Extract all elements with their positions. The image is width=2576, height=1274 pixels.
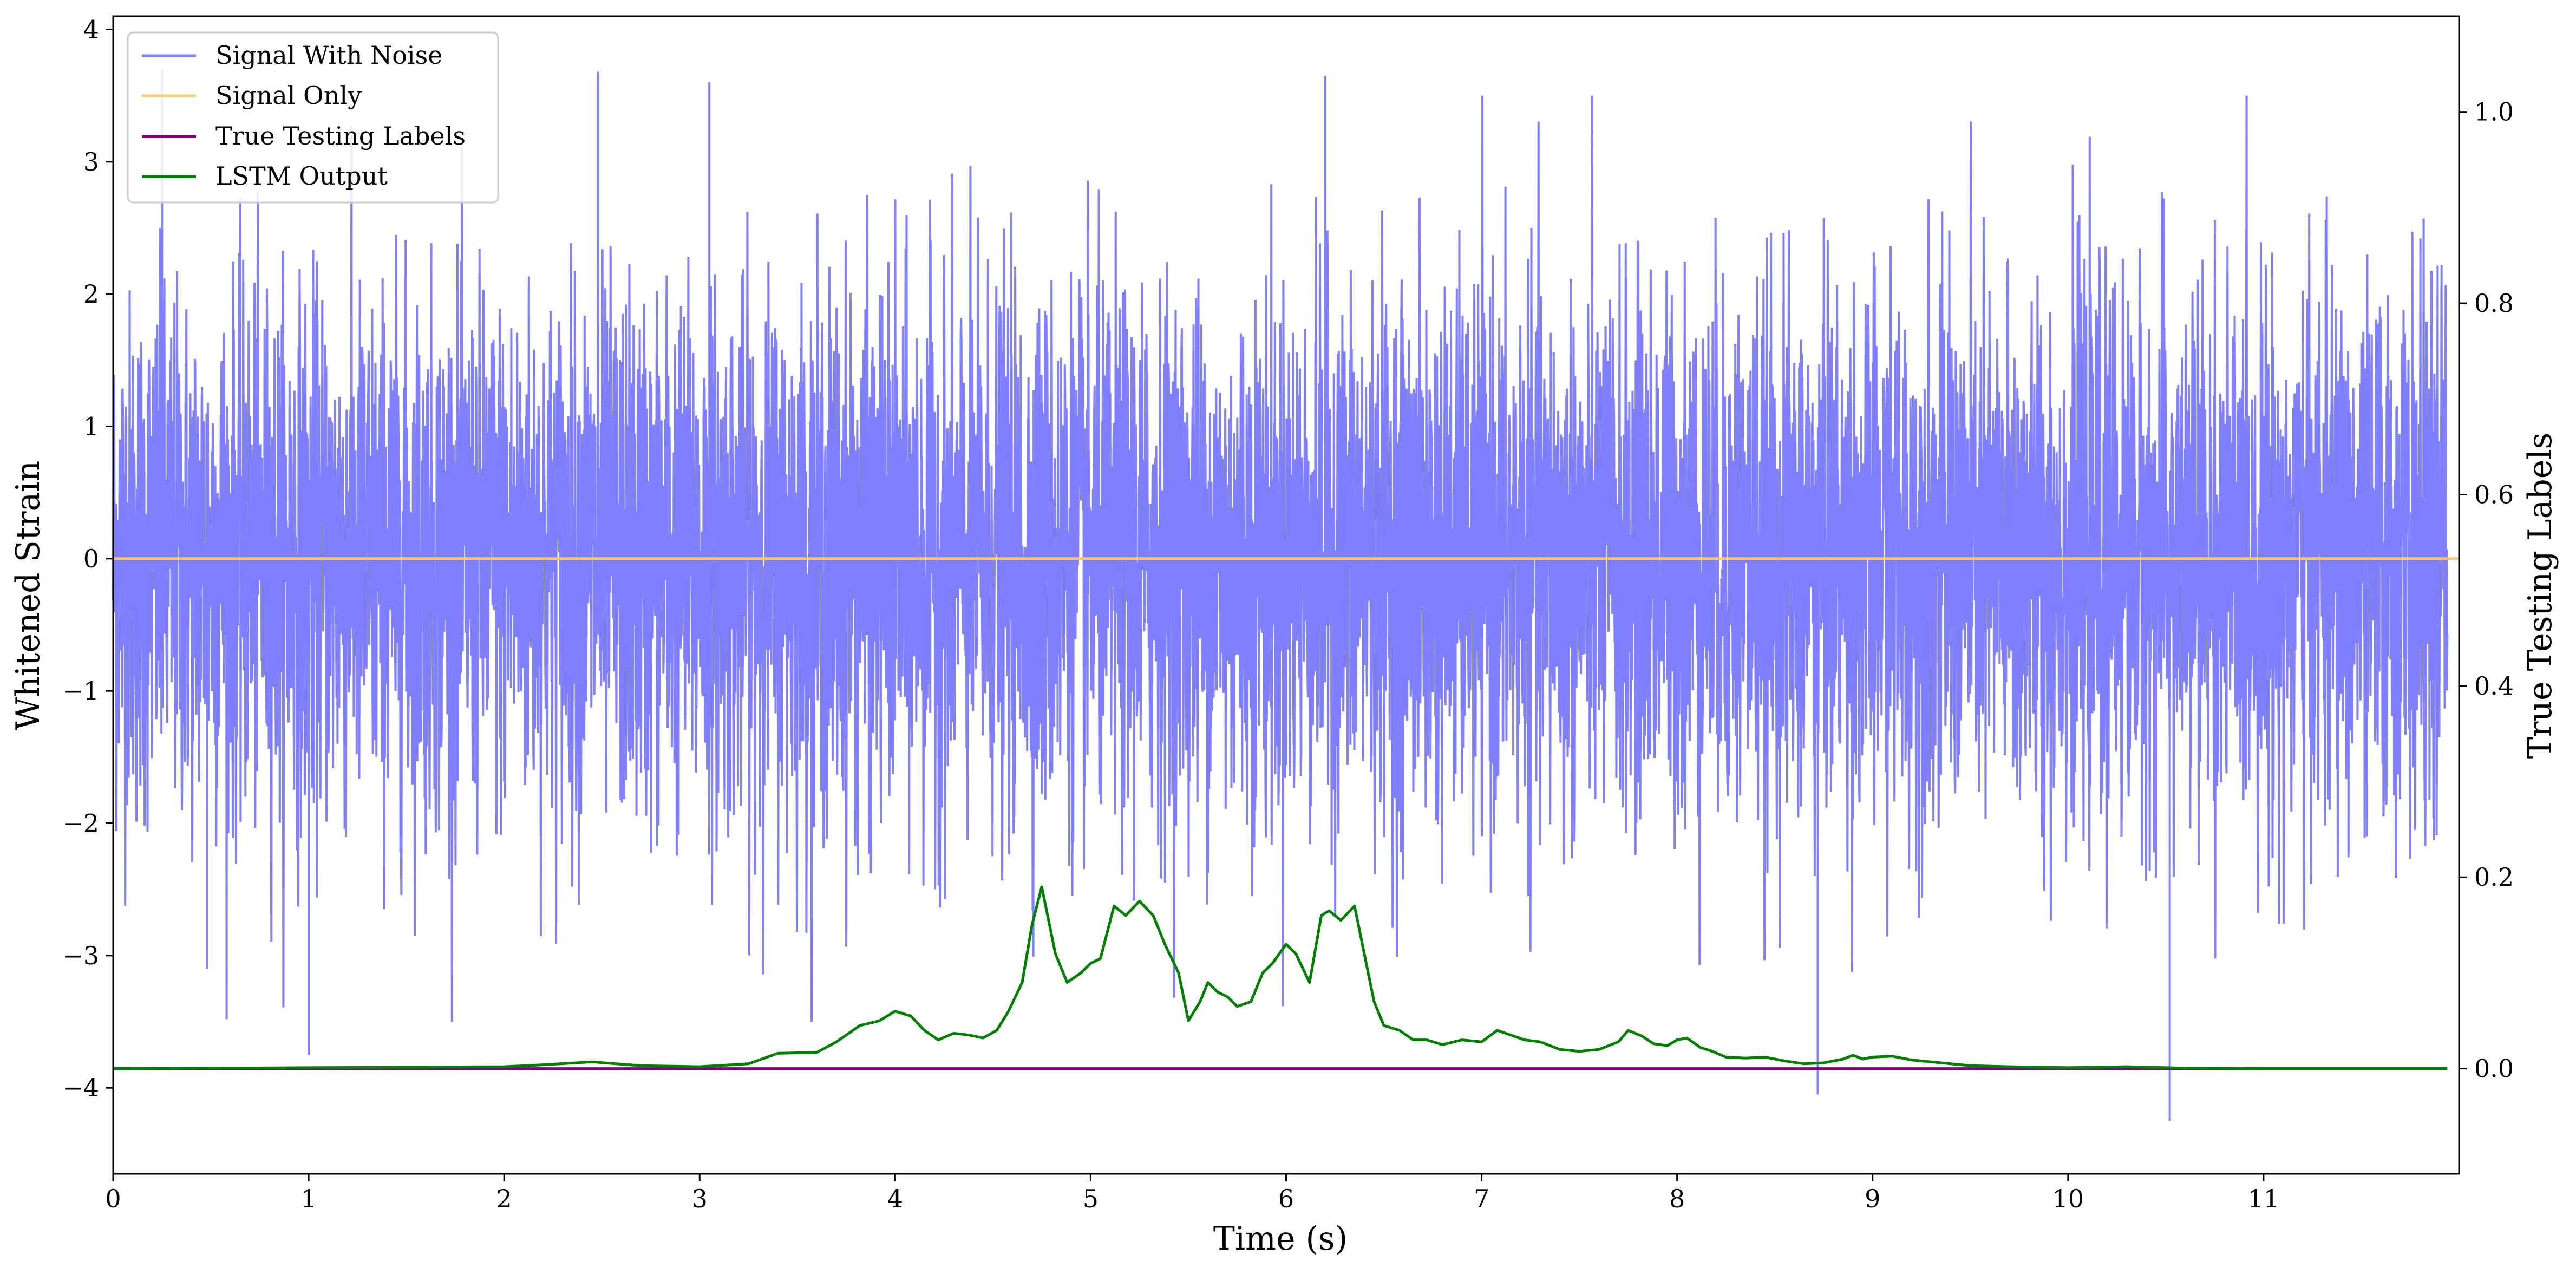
- legend-label-true-testing-labels: True Testing Labels: [215, 121, 466, 151]
- legend: Signal With Noise Signal Only True Testi…: [127, 31, 499, 204]
- x-tick-label: 5: [1083, 1184, 1099, 1213]
- x-tick-label: 1: [300, 1184, 316, 1213]
- x-tick-label: 3: [692, 1184, 708, 1213]
- y2-tick-label: 1.0: [2474, 97, 2514, 127]
- y2-tick-label: 0.8: [2474, 289, 2514, 318]
- x-tick-label: 2: [496, 1184, 512, 1213]
- legend-label-signal-only: Signal Only: [215, 81, 362, 110]
- series-signal-with-noise: [112, 69, 2449, 1121]
- y-tick-label: 0: [83, 544, 99, 573]
- y2-tick-label: 0.4: [2474, 671, 2514, 701]
- y-tick-label: 2: [83, 279, 99, 309]
- y2-axis-title: True Testing Labels: [2521, 433, 2559, 759]
- x-tick-label: 6: [1278, 1184, 1294, 1213]
- y2-tick-label: 0.6: [2474, 480, 2514, 509]
- legend-box: [127, 31, 499, 204]
- y-tick-label: 4: [83, 15, 99, 44]
- y-tick-label: 1: [83, 411, 99, 441]
- y2-tick-label: 0.0: [2474, 1054, 2514, 1083]
- x-tick-label: 10: [2052, 1184, 2084, 1213]
- series-lines: [113, 557, 2459, 1070]
- x-axis: 0 1 2 3 4 5 6 7 8 9 10 11: [105, 1174, 2279, 1213]
- y-tick-label: 3: [83, 147, 99, 177]
- x-axis-title: Time (s): [1213, 1220, 1348, 1258]
- x-tick-label: 0: [105, 1184, 121, 1213]
- y-axis-title: Whitened Strain: [9, 461, 47, 730]
- y-tick-label: −4: [62, 1073, 99, 1102]
- legend-label-signal-with-noise: Signal With Noise: [215, 41, 442, 70]
- y-tick-label: −1: [62, 676, 99, 705]
- x-tick-label: 4: [887, 1184, 903, 1213]
- y-axis-left: −4 −3 −2 −1 0 1 2 3 4: [62, 15, 113, 1102]
- x-tick-label: 8: [1669, 1184, 1685, 1213]
- series-line-lstm-output: [113, 885, 2448, 1070]
- y-axis-right: 0.0 0.2 0.4 0.6 0.8 1.0: [2459, 97, 2514, 1083]
- y2-tick-label: 0.2: [2474, 863, 2514, 892]
- x-tick-label: 7: [1474, 1184, 1489, 1213]
- y-tick-label: −3: [62, 941, 99, 970]
- x-tick-label: 11: [2248, 1184, 2280, 1213]
- y-tick-label: −2: [62, 808, 99, 838]
- x-tick-label: 9: [1865, 1184, 1880, 1213]
- series-line-signal-with-noise: [112, 69, 2449, 1121]
- legend-label-lstm-output: LSTM Output: [215, 161, 388, 191]
